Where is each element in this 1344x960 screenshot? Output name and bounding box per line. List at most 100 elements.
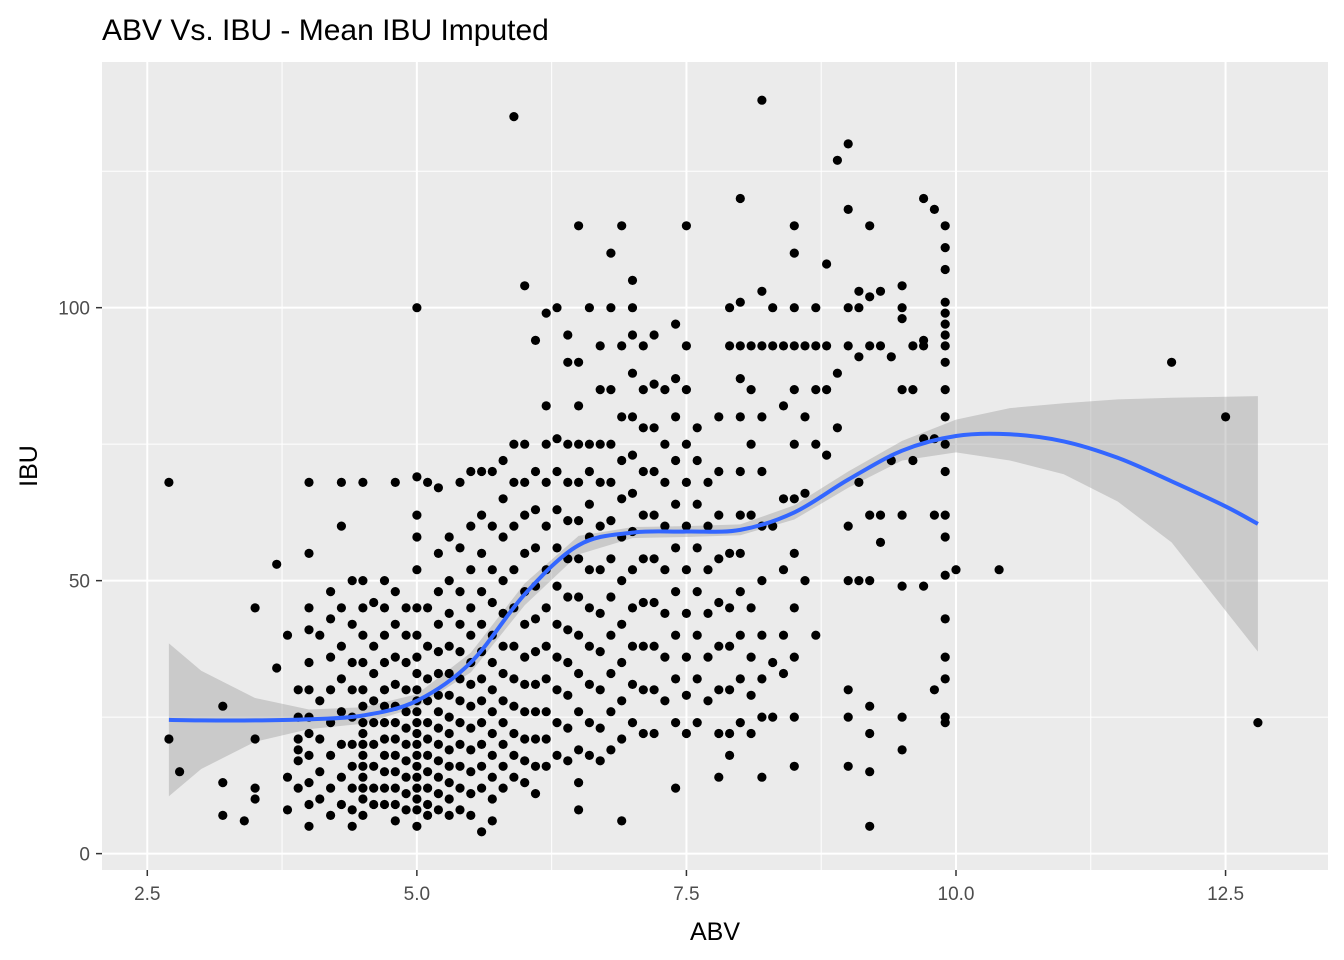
scatter-point (541, 308, 551, 318)
scatter-point (660, 439, 670, 449)
scatter-point (315, 734, 325, 744)
scatter-point (444, 778, 454, 788)
scatter-point (390, 477, 400, 487)
scatter-point (940, 674, 950, 684)
scatter-point (423, 734, 433, 744)
scatter-point (811, 341, 821, 351)
scatter-point (789, 494, 799, 504)
scatter-point (423, 799, 433, 810)
scatter-point (347, 761, 357, 771)
scatter-point (681, 221, 692, 231)
scatter-point (757, 412, 767, 422)
scatter-point (692, 674, 702, 684)
scatter-point (552, 434, 562, 444)
scatter-point (412, 772, 422, 782)
scatter-point (498, 696, 508, 706)
scatter-point (1167, 357, 1177, 367)
scatter-point (509, 750, 519, 761)
scatter-point (574, 805, 584, 815)
scatter-point (412, 794, 422, 804)
scatter-point (390, 816, 400, 826)
scatter-point (563, 756, 573, 766)
scatter-point (347, 783, 357, 793)
scatter-point (692, 630, 702, 640)
scatter-point (811, 385, 821, 395)
scatter-point (789, 652, 799, 662)
scatter-point (379, 685, 390, 695)
scatter-point (379, 783, 390, 793)
scatter-point (897, 745, 907, 755)
scatter-point (304, 603, 314, 613)
scatter-point (800, 576, 810, 586)
scatter-point (843, 303, 853, 313)
x-tick-label: 10.0 (938, 884, 975, 905)
scatter-point (487, 707, 497, 717)
scatter-point (940, 221, 950, 231)
scatter-point (444, 641, 454, 651)
scatter-point (681, 608, 692, 619)
scatter-point (681, 728, 692, 739)
scatter-point (423, 674, 433, 684)
scatter-point (919, 341, 929, 351)
scatter-point (401, 805, 411, 815)
scatter-point (455, 739, 465, 750)
scatter-point (552, 718, 562, 728)
scatter-point (617, 494, 627, 504)
scatter-point (336, 603, 346, 613)
scatter-point (412, 685, 422, 695)
scatter-point (897, 712, 907, 722)
scatter-point (714, 772, 724, 782)
scatter-point (412, 603, 422, 613)
scatter-point (164, 734, 174, 744)
scatter-point (455, 587, 465, 597)
scatter-point (757, 286, 767, 296)
scatter-point (584, 439, 595, 449)
x-tick-label: 12.5 (1207, 884, 1244, 905)
scatter-point (606, 668, 616, 679)
scatter-point (757, 466, 767, 477)
scatter-point (358, 603, 368, 613)
scatter-point (574, 401, 584, 411)
scatter-point (304, 799, 314, 810)
scatter-point (541, 603, 551, 613)
scatter-point (854, 286, 864, 296)
scatter-point (638, 641, 648, 651)
scatter-point (617, 412, 627, 422)
scatter-point (358, 701, 368, 711)
x-tick-label: 5.0 (404, 884, 430, 905)
scatter-point (735, 718, 745, 728)
scatter-point (638, 385, 648, 395)
scatter-point (595, 756, 605, 766)
scatter-point (347, 805, 357, 815)
scatter-point (919, 193, 929, 204)
scatter-point (649, 510, 659, 520)
scatter-point (865, 821, 875, 831)
scatter-point (433, 619, 443, 629)
scatter-point (778, 341, 789, 351)
scatter-point (822, 259, 832, 269)
scatter-point (735, 630, 745, 640)
scatter-point (315, 767, 325, 777)
scatter-point (358, 772, 368, 782)
scatter-point (638, 423, 648, 433)
scatter-point (509, 112, 519, 122)
scatter-point (412, 728, 422, 739)
scatter-point (272, 663, 282, 673)
scatter-point (444, 576, 454, 586)
scatter-point (789, 712, 799, 722)
scatter-point (574, 592, 584, 602)
scatter-point (865, 576, 875, 586)
scatter-point (433, 548, 443, 559)
scatter-point (789, 248, 799, 258)
scatter-point (423, 810, 433, 821)
scatter-point (692, 455, 702, 466)
scatter-point (725, 641, 735, 651)
scatter-point (433, 789, 443, 799)
scatter-point (358, 718, 368, 728)
scatter-point (498, 783, 508, 793)
scatter-point (401, 756, 411, 766)
scatter-point (789, 761, 799, 771)
scatter-point (433, 647, 443, 657)
scatter-point (477, 619, 487, 629)
scatter-point (627, 488, 638, 498)
